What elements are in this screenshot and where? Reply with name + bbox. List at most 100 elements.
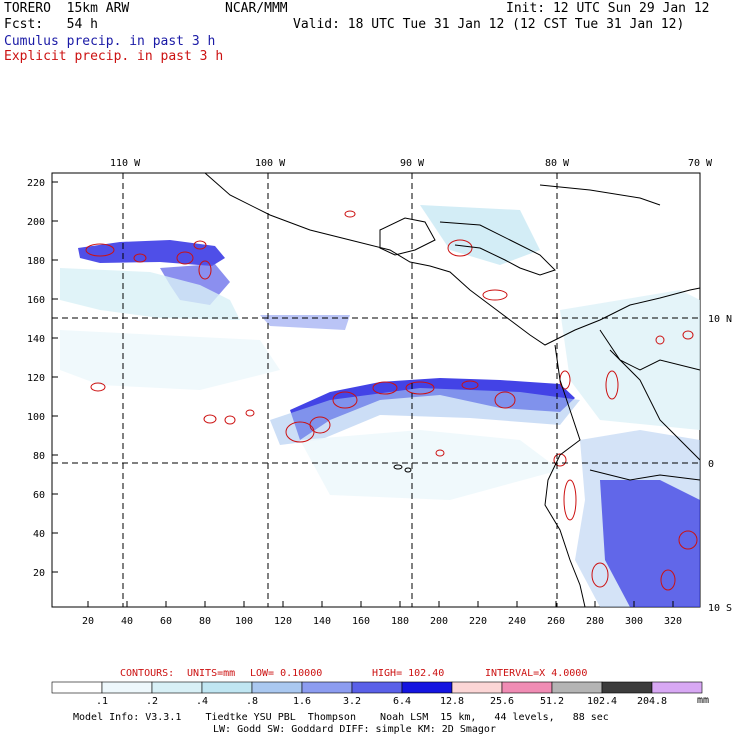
cumulus-area (420, 205, 540, 265)
contour (85, 243, 115, 257)
contour (285, 421, 315, 443)
colorbar-swatch (101, 681, 153, 694)
contour (494, 391, 516, 409)
colorbar-swatch (501, 681, 553, 694)
footer-model-info: Model Info: V3.3.1 Tiedtke YSU PBL Thomp… (73, 712, 609, 723)
x-tick-label: 280 (586, 616, 604, 627)
explicit-contours (85, 210, 698, 591)
y-tick-label: 140 (27, 334, 45, 345)
contour (655, 335, 665, 345)
colorbar-swatch (301, 681, 353, 694)
colorbar-swatch (651, 681, 703, 694)
lat-label-10s: 10 S (708, 603, 732, 614)
contour (224, 415, 236, 425)
x-tick-label: 140 (313, 616, 331, 627)
coastline-cuba (539, 184, 661, 206)
contour (605, 370, 619, 400)
contour (553, 453, 567, 467)
lon-label-100w: 100 W (255, 158, 286, 169)
y-tick-label: 60 (33, 490, 45, 501)
model-name: TORERO 15km ARW (4, 1, 130, 16)
colorbar-label: 51.2 (540, 696, 564, 707)
colorbar-swatch (551, 681, 603, 694)
lat-label-10n: 10 N (708, 314, 732, 325)
left-axis (52, 181, 58, 573)
cumulus-area (60, 330, 280, 390)
colorbar-label: 204.8 (637, 696, 667, 707)
valid-time: Valid: 18 UTC Tue 31 Jan 12 (12 CST Tue … (293, 17, 685, 32)
colorbar-swatch (601, 681, 653, 694)
colorbar-swatch (201, 681, 253, 694)
footer-physics: LW: Godd SW: Goddard DIFF: simple KM: 2D… (213, 724, 496, 735)
x-tick-label: 160 (352, 616, 370, 627)
cumulus-area (560, 290, 700, 430)
colorbar-label: .8 (246, 696, 258, 707)
contour (372, 381, 398, 395)
lon-label-80w: 80 W (545, 158, 570, 169)
y-tick-label: 100 (27, 412, 45, 423)
contours-interval: INTERVAL=X 4.0000 (485, 668, 587, 679)
forecast-hour: Fcst: 54 h (4, 17, 98, 32)
contours-high: HIGH= 102.40 (372, 668, 444, 679)
contours-units: UNITS=mm (187, 668, 235, 679)
x-tick-label: 200 (430, 616, 448, 627)
graticule (52, 173, 700, 607)
border-andes (609, 349, 701, 461)
colorbar-labels: .1 .2 .4 .8 1.6 3.2 6.4 12.8 25.6 51.2 102.4 204.8 (96, 696, 667, 707)
coastline-mexico (204, 172, 701, 346)
galapagos-island (393, 464, 403, 470)
contour (591, 562, 609, 588)
contours-label: CONTOURS: (120, 668, 174, 679)
cumulus-area (260, 315, 350, 330)
lat-label-equator: 0 (708, 459, 714, 470)
x-tick-label: 240 (508, 616, 526, 627)
contour (90, 382, 106, 392)
contour (447, 239, 473, 257)
colorbar-swatch (251, 681, 303, 694)
contour (176, 251, 194, 265)
x-tick-label: 20 (82, 616, 94, 627)
contour (309, 416, 331, 434)
contour (461, 380, 479, 390)
colorbar-label: 102.4 (587, 696, 617, 707)
galapagos-island (404, 467, 412, 473)
coastline-caribbean (439, 221, 556, 276)
contour (660, 569, 676, 591)
colorbar-label: 25.6 (490, 696, 514, 707)
x-tick-label: 100 (235, 616, 253, 627)
contour (245, 409, 255, 417)
contour (563, 479, 577, 521)
contour (435, 449, 445, 457)
coastline-yucatan (379, 217, 436, 256)
y-tick-label: 80 (33, 451, 45, 462)
colorbar-label: .2 (146, 696, 158, 707)
colorbar-label: .4 (196, 696, 208, 707)
contours-low: LOW= 0.10000 (250, 668, 322, 679)
colorbar-swatch (151, 681, 203, 694)
legend-explicit: Explicit precip. in past 3 h (4, 49, 224, 64)
cumulus-area (600, 480, 700, 607)
colorbar-swatch (51, 681, 103, 694)
colorbar-swatch (451, 681, 503, 694)
cumulus-area (78, 240, 225, 266)
colorbar-label: 6.4 (393, 696, 411, 707)
bottom-axis (87, 601, 674, 607)
contour (344, 210, 356, 218)
init-time: Init: 12 UTC Sun 29 Jan 12 (506, 1, 710, 16)
colorbar-label: 12.8 (440, 696, 464, 707)
colorbar-label: .1 (96, 696, 108, 707)
contour (482, 289, 508, 301)
x-tick-label: 80 (199, 616, 211, 627)
contour (193, 240, 207, 250)
border-colombia (599, 329, 701, 371)
x-tick-label: 180 (391, 616, 409, 627)
contour (332, 391, 358, 409)
lon-label-90w: 90 W (400, 158, 425, 169)
x-tick-label: 60 (160, 616, 172, 627)
colorbar-swatch (351, 681, 403, 694)
cumulus-area (270, 388, 580, 445)
colorbar-swatch (401, 681, 453, 694)
contour (198, 260, 212, 280)
x-tick-label: 300 (625, 616, 643, 627)
